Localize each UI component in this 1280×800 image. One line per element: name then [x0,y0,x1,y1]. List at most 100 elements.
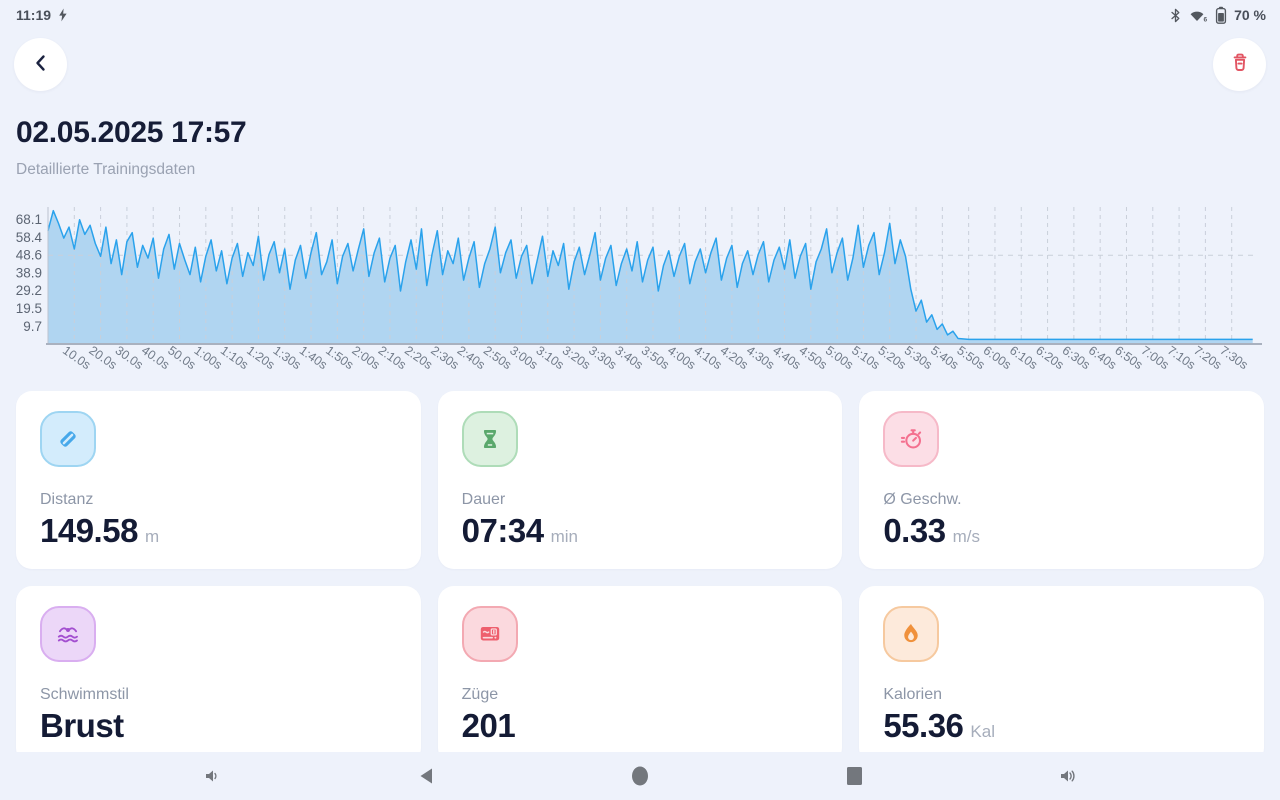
battery-percent: 70 % [1234,7,1266,23]
svg-text:5:50s: 5:50s [954,343,987,372]
distance-icon [40,411,96,467]
card-distance: Distanz 149.58 m [16,391,421,569]
page-title: 02.05.2025 17:57 [16,116,247,149]
svg-text:68.1: 68.1 [16,212,42,227]
card-swim-style: Schwimmstil Brust [16,586,421,764]
card-duration: Dauer 07:34 min [437,391,843,569]
svg-text:6: 6 [1204,16,1208,23]
svg-text:48.6: 48.6 [16,248,42,263]
svg-text:6:40s: 6:40s [1086,343,1119,372]
battery-icon [1215,6,1227,24]
card-value: 07:34 [461,512,544,549]
card-value: 149.58 [40,512,138,549]
svg-text:6:30s: 6:30s [1060,343,1093,372]
svg-text:4:40s: 4:40s [770,343,803,372]
training-chart: 9.7 19.5 29.2 38.9 48.6 58.4 68.1 10.0s 20.0s 30.… [0,195,1280,387]
status-bar: 11:19 6 70 % [0,0,1280,26]
card-calories: Kalorien 55.36 Kal [859,586,1264,764]
svg-text:5:30s: 5:30s [902,343,935,372]
chevron-left-icon [29,51,53,78]
svg-text:4:20s: 4:20s [718,343,751,372]
svg-text:7:10s: 7:10s [1165,343,1198,372]
card-unit: Kal [970,722,995,741]
svg-text:2:50s: 2:50s [481,343,514,372]
wifi-icon: 6 [1189,8,1208,23]
card-unit: m [144,527,160,546]
svg-text:29.2: 29.2 [16,283,42,298]
chart-canvas: 9.7 19.5 29.2 38.9 48.6 58.4 68.1 10.0s20.0s30.… [16,207,1262,372]
svg-text:5:00s: 5:00s [823,343,856,372]
speed-stopwatch-icon [883,411,940,467]
card-value: 201 [461,707,516,744]
svg-text:50.0s: 50.0s [165,343,198,372]
card-label: Schwimmstil [40,686,129,703]
nav-back-button[interactable] [414,764,438,788]
svg-text:4:30s: 4:30s [744,343,777,372]
metric-cards-grid: Distanz 149.58 m Dauer 07:34 min [16,391,1264,764]
svg-text:19.5: 19.5 [16,301,42,316]
svg-text:7:30s: 7:30s [1217,343,1250,372]
svg-text:6:50s: 6:50s [1112,343,1145,372]
svg-text:3:10s: 3:10s [534,343,567,372]
svg-text:2:20s: 2:20s [402,343,435,372]
card-label: Ø Geschw. [883,491,962,508]
svg-text:1:40s: 1:40s [297,343,330,372]
strokes-counter-icon [461,606,518,662]
svg-text:58.4: 58.4 [16,230,43,245]
bluetooth-icon [1169,8,1182,23]
card-label: Distanz [40,491,94,508]
svg-text:38.9: 38.9 [16,265,42,280]
svg-text:6:00s: 6:00s [981,343,1014,372]
nav-recents-button[interactable] [842,764,866,788]
swim-style-icon [40,606,96,662]
svg-text:7:20s: 7:20s [1191,343,1224,372]
status-clock: 11:19 [16,7,52,23]
card-label: Züge [461,686,499,703]
svg-text:40.0s: 40.0s [139,343,172,372]
volume-up-icon[interactable] [1056,764,1080,788]
svg-text:10.0s: 10.0s [60,343,93,372]
svg-text:2:30s: 2:30s [428,343,461,372]
page-subtitle: Detaillierte Trainingsdaten [16,161,196,178]
card-avg-speed: Ø Geschw. 0.33 m/s [859,391,1264,569]
svg-text:5:20s: 5:20s [875,343,908,372]
svg-text:9.7: 9.7 [23,319,42,334]
svg-text:5:10s: 5:10s [849,343,882,372]
svg-text:2:10s: 2:10s [376,343,409,372]
delete-workout-button[interactable] [1213,38,1266,91]
card-value: 0.33 [883,512,946,549]
svg-text:1:50s: 1:50s [323,343,356,372]
card-strokes: Züge 201 [437,586,843,764]
trash-icon [1227,50,1253,79]
nav-home-button[interactable] [628,764,652,788]
card-value: Brust [40,707,124,744]
svg-text:4:50s: 4:50s [797,343,830,372]
svg-text:3:50s: 3:50s [639,343,672,372]
android-nav-bar [0,752,1280,800]
svg-text:3:30s: 3:30s [586,343,619,372]
svg-text:1:10s: 1:10s [218,343,251,372]
card-label: Kalorien [883,686,943,703]
header-bar [14,38,1266,92]
svg-text:3:40s: 3:40s [612,343,645,372]
svg-text:1:20s: 1:20s [244,343,277,372]
svg-text:3:20s: 3:20s [560,343,593,372]
card-unit: m/s [952,527,980,546]
volume-down-icon[interactable] [200,764,224,788]
svg-text:30.0s: 30.0s [113,343,146,372]
svg-text:4:10s: 4:10s [691,343,724,372]
svg-text:6:20s: 6:20s [1033,343,1066,372]
charging-bolt-icon [58,8,68,22]
svg-text:2:40s: 2:40s [455,343,488,372]
svg-text:1:00s: 1:00s [192,343,225,372]
svg-text:4:00s: 4:00s [665,343,698,372]
svg-text:6:10s: 6:10s [1007,343,1040,372]
svg-text:7:00s: 7:00s [1139,343,1172,372]
card-unit: min [550,527,578,546]
svg-text:1:30s: 1:30s [270,343,303,372]
svg-text:2:00s: 2:00s [349,343,382,372]
back-button[interactable] [14,38,67,91]
svg-text:3:00s: 3:00s [507,343,540,372]
duration-hourglass-icon [461,411,518,467]
calories-flame-icon [883,606,940,662]
